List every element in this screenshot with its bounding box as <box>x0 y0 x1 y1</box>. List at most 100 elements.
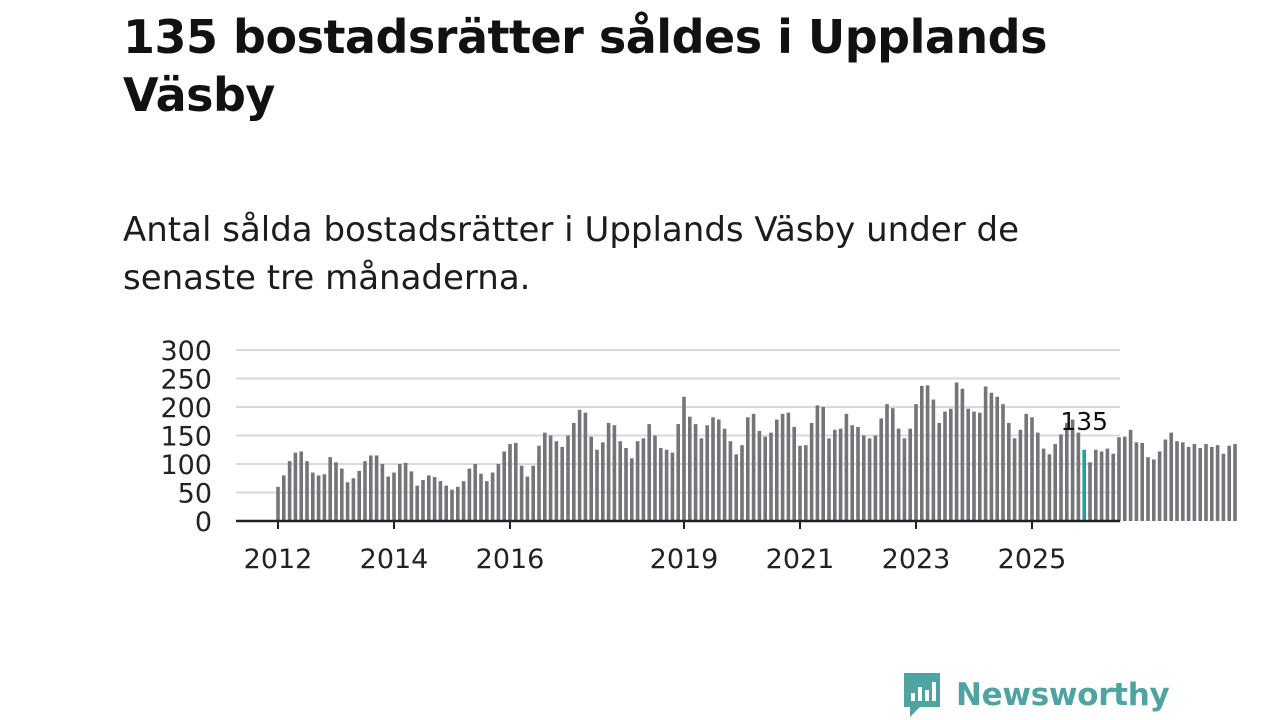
bar <box>699 438 704 521</box>
bar <box>775 419 779 521</box>
bar <box>937 422 941 521</box>
bar <box>380 464 385 521</box>
bar <box>949 408 953 521</box>
bar <box>653 435 657 521</box>
bar <box>902 438 907 521</box>
bar <box>490 472 495 521</box>
bar <box>867 438 872 521</box>
highlight-value-label: 135 <box>1060 407 1108 436</box>
bar <box>1181 442 1185 521</box>
bar <box>920 385 924 521</box>
bar <box>345 482 350 521</box>
bar <box>601 442 605 521</box>
x-tick-label: 2023 <box>882 544 951 575</box>
bar <box>560 446 564 521</box>
bar <box>751 413 756 521</box>
bar <box>1036 432 1040 521</box>
bar <box>780 413 785 521</box>
bar <box>838 428 843 521</box>
bar <box>931 399 936 521</box>
bar <box>896 428 901 521</box>
bar <box>456 486 460 521</box>
brand-name: Newsworthy <box>956 677 1170 713</box>
bar <box>299 451 303 521</box>
bar <box>833 429 837 521</box>
bar <box>885 404 889 521</box>
bar <box>577 409 582 521</box>
bar <box>473 464 477 521</box>
bar <box>554 441 559 521</box>
bar <box>1233 444 1237 521</box>
bar <box>415 485 419 521</box>
bar <box>1221 453 1226 521</box>
bar <box>287 461 292 521</box>
bar <box>467 468 472 521</box>
bar <box>960 388 965 521</box>
bar <box>1076 432 1081 521</box>
bar <box>496 464 501 521</box>
bar <box>1175 441 1179 521</box>
y-tick-label: 150 <box>160 422 212 453</box>
bar <box>1070 419 1075 521</box>
bar <box>664 449 669 521</box>
y-tick-label: 250 <box>160 365 212 396</box>
bar <box>966 408 970 521</box>
bar <box>1018 429 1023 521</box>
bar <box>519 465 524 521</box>
bar <box>1192 444 1197 521</box>
bar <box>1157 451 1162 521</box>
bar <box>1094 449 1098 521</box>
bar <box>548 435 553 521</box>
bar <box>705 425 709 521</box>
bar <box>804 445 808 521</box>
bar <box>438 481 443 521</box>
bar <box>502 451 506 521</box>
bar <box>891 408 895 521</box>
bar <box>427 475 431 521</box>
bar <box>543 432 547 521</box>
bar <box>862 435 866 521</box>
bar <box>693 424 698 521</box>
bar <box>322 474 327 521</box>
highlight-bar <box>1082 449 1086 521</box>
bar <box>815 405 820 521</box>
bar <box>717 419 721 521</box>
bar <box>763 436 767 521</box>
bar <box>734 454 738 521</box>
x-tick-label: 2025 <box>998 544 1067 575</box>
bar <box>641 438 646 521</box>
bar <box>1065 422 1069 521</box>
bar <box>1105 448 1110 521</box>
bar <box>282 475 286 521</box>
bar <box>630 458 634 521</box>
bar <box>606 422 611 521</box>
y-tick-label: 0 <box>195 507 212 538</box>
bar <box>305 461 309 521</box>
bar <box>514 442 518 521</box>
bar <box>1134 442 1139 521</box>
bar <box>374 455 379 521</box>
bar <box>1088 462 1092 521</box>
bar <box>856 426 860 521</box>
bar <box>688 416 692 521</box>
bar <box>1123 436 1127 521</box>
bar <box>1030 417 1034 521</box>
bar <box>873 435 878 521</box>
bar <box>392 472 396 521</box>
bar <box>276 486 280 521</box>
bar <box>954 382 959 521</box>
bar <box>589 436 593 521</box>
bar <box>363 461 367 521</box>
bar <box>757 430 762 521</box>
bar <box>879 418 883 521</box>
bar <box>311 472 315 521</box>
bars <box>276 382 1237 521</box>
bar <box>432 477 437 521</box>
bar <box>769 432 773 521</box>
bar <box>728 441 733 521</box>
bar <box>1128 429 1133 521</box>
bar <box>983 386 988 521</box>
bar <box>357 470 361 521</box>
